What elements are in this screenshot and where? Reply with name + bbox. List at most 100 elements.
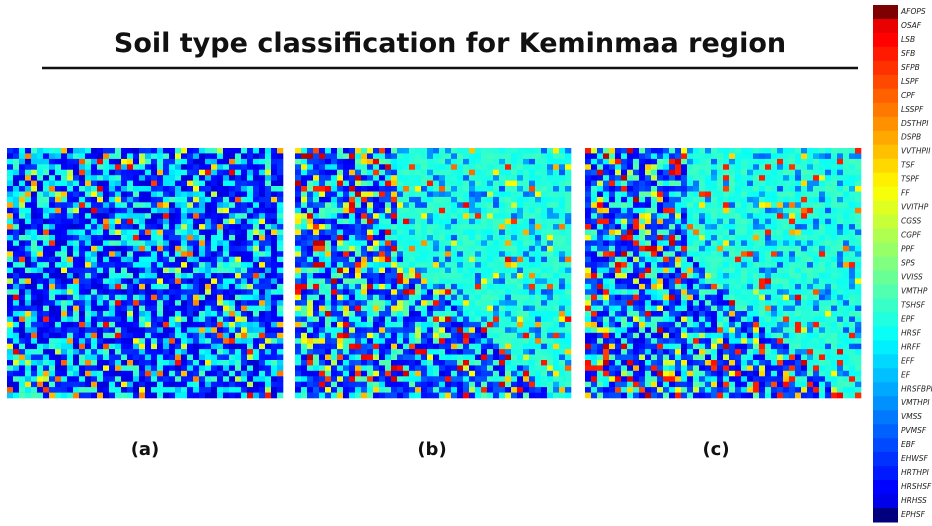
map-cell	[73, 224, 79, 230]
map-cell	[499, 365, 505, 371]
map-cell	[247, 192, 253, 198]
map-cell	[109, 175, 115, 181]
map-cell	[553, 230, 559, 236]
map-cell	[355, 251, 361, 257]
map-cell	[19, 175, 25, 181]
map-cell	[73, 148, 79, 154]
map-cell	[565, 333, 571, 339]
map-cell	[133, 360, 139, 366]
map-cell	[343, 230, 349, 236]
map-cell	[541, 148, 547, 154]
map-cell	[463, 289, 469, 295]
map-cell	[355, 344, 361, 350]
map-cell	[205, 224, 211, 230]
map-cell	[645, 213, 651, 219]
map-cell	[499, 186, 505, 192]
map-cell	[355, 333, 361, 339]
map-cell	[211, 257, 217, 263]
map-cell	[397, 148, 403, 154]
map-cell	[91, 164, 97, 170]
map-cell	[663, 322, 669, 328]
map-cell	[7, 327, 13, 333]
map-cell	[547, 213, 553, 219]
map-cell	[499, 240, 505, 246]
map-cell	[265, 181, 271, 187]
map-cell	[109, 333, 115, 339]
map-cell	[85, 360, 91, 366]
map-cell	[469, 311, 475, 317]
map-cell	[397, 224, 403, 230]
map-cell	[7, 360, 13, 366]
map-cell	[385, 327, 391, 333]
map-cell	[61, 322, 67, 328]
map-cell	[603, 295, 609, 301]
map-cell	[633, 278, 639, 284]
map-cell	[403, 278, 409, 284]
map-cell	[337, 159, 343, 165]
map-cell	[205, 371, 211, 377]
map-cell	[523, 181, 529, 187]
map-cell	[373, 181, 379, 187]
map-cell	[349, 262, 355, 268]
map-cell	[217, 393, 223, 399]
map-cell	[597, 213, 603, 219]
map-cell	[565, 371, 571, 377]
map-cell	[511, 240, 517, 246]
map-cell	[487, 164, 493, 170]
map-cell	[421, 333, 427, 339]
map-cell	[529, 170, 535, 176]
map-cell	[615, 273, 621, 279]
map-cell	[187, 387, 193, 393]
map-cell	[175, 355, 181, 361]
map-cell	[79, 246, 85, 252]
map-cell	[633, 257, 639, 263]
map-cell	[7, 246, 13, 252]
map-cell	[241, 387, 247, 393]
map-cell	[181, 175, 187, 181]
map-cell	[157, 197, 163, 203]
map-cell	[663, 170, 669, 176]
map-cell	[397, 365, 403, 371]
map-cell	[271, 371, 277, 377]
map-cell	[193, 170, 199, 176]
map-cell	[433, 317, 439, 323]
map-cell	[145, 230, 151, 236]
map-cell	[79, 208, 85, 214]
map-cell	[253, 197, 259, 203]
map-cell	[241, 289, 247, 295]
map-cell	[379, 246, 385, 252]
map-cell	[463, 317, 469, 323]
map-cell	[85, 382, 91, 388]
map-cell	[277, 311, 283, 317]
map-cell	[499, 376, 505, 382]
map-cell	[553, 246, 559, 252]
map-cell	[151, 317, 157, 323]
map-cell	[421, 311, 427, 317]
map-cell	[427, 273, 433, 279]
map-cell	[627, 148, 633, 154]
map-cell	[79, 311, 85, 317]
map-cell	[397, 181, 403, 187]
map-cell	[627, 278, 633, 284]
map-cell	[553, 208, 559, 214]
map-cell	[169, 349, 175, 355]
map-cell	[621, 393, 627, 399]
map-cell	[43, 387, 49, 393]
map-cell	[163, 322, 169, 328]
map-cell	[103, 257, 109, 263]
map-cell	[235, 219, 241, 225]
map-cell	[409, 387, 415, 393]
map-cell	[493, 153, 499, 159]
map-cell	[397, 360, 403, 366]
map-cell	[199, 289, 205, 295]
map-cell	[523, 295, 529, 301]
map-cell	[547, 360, 553, 366]
map-cell	[271, 382, 277, 388]
map-cell	[205, 322, 211, 328]
map-cell	[13, 246, 19, 252]
map-cell	[651, 322, 657, 328]
map-cell	[675, 393, 681, 399]
map-cell	[91, 355, 97, 361]
map-cell	[97, 192, 103, 198]
map-cell	[259, 289, 265, 295]
